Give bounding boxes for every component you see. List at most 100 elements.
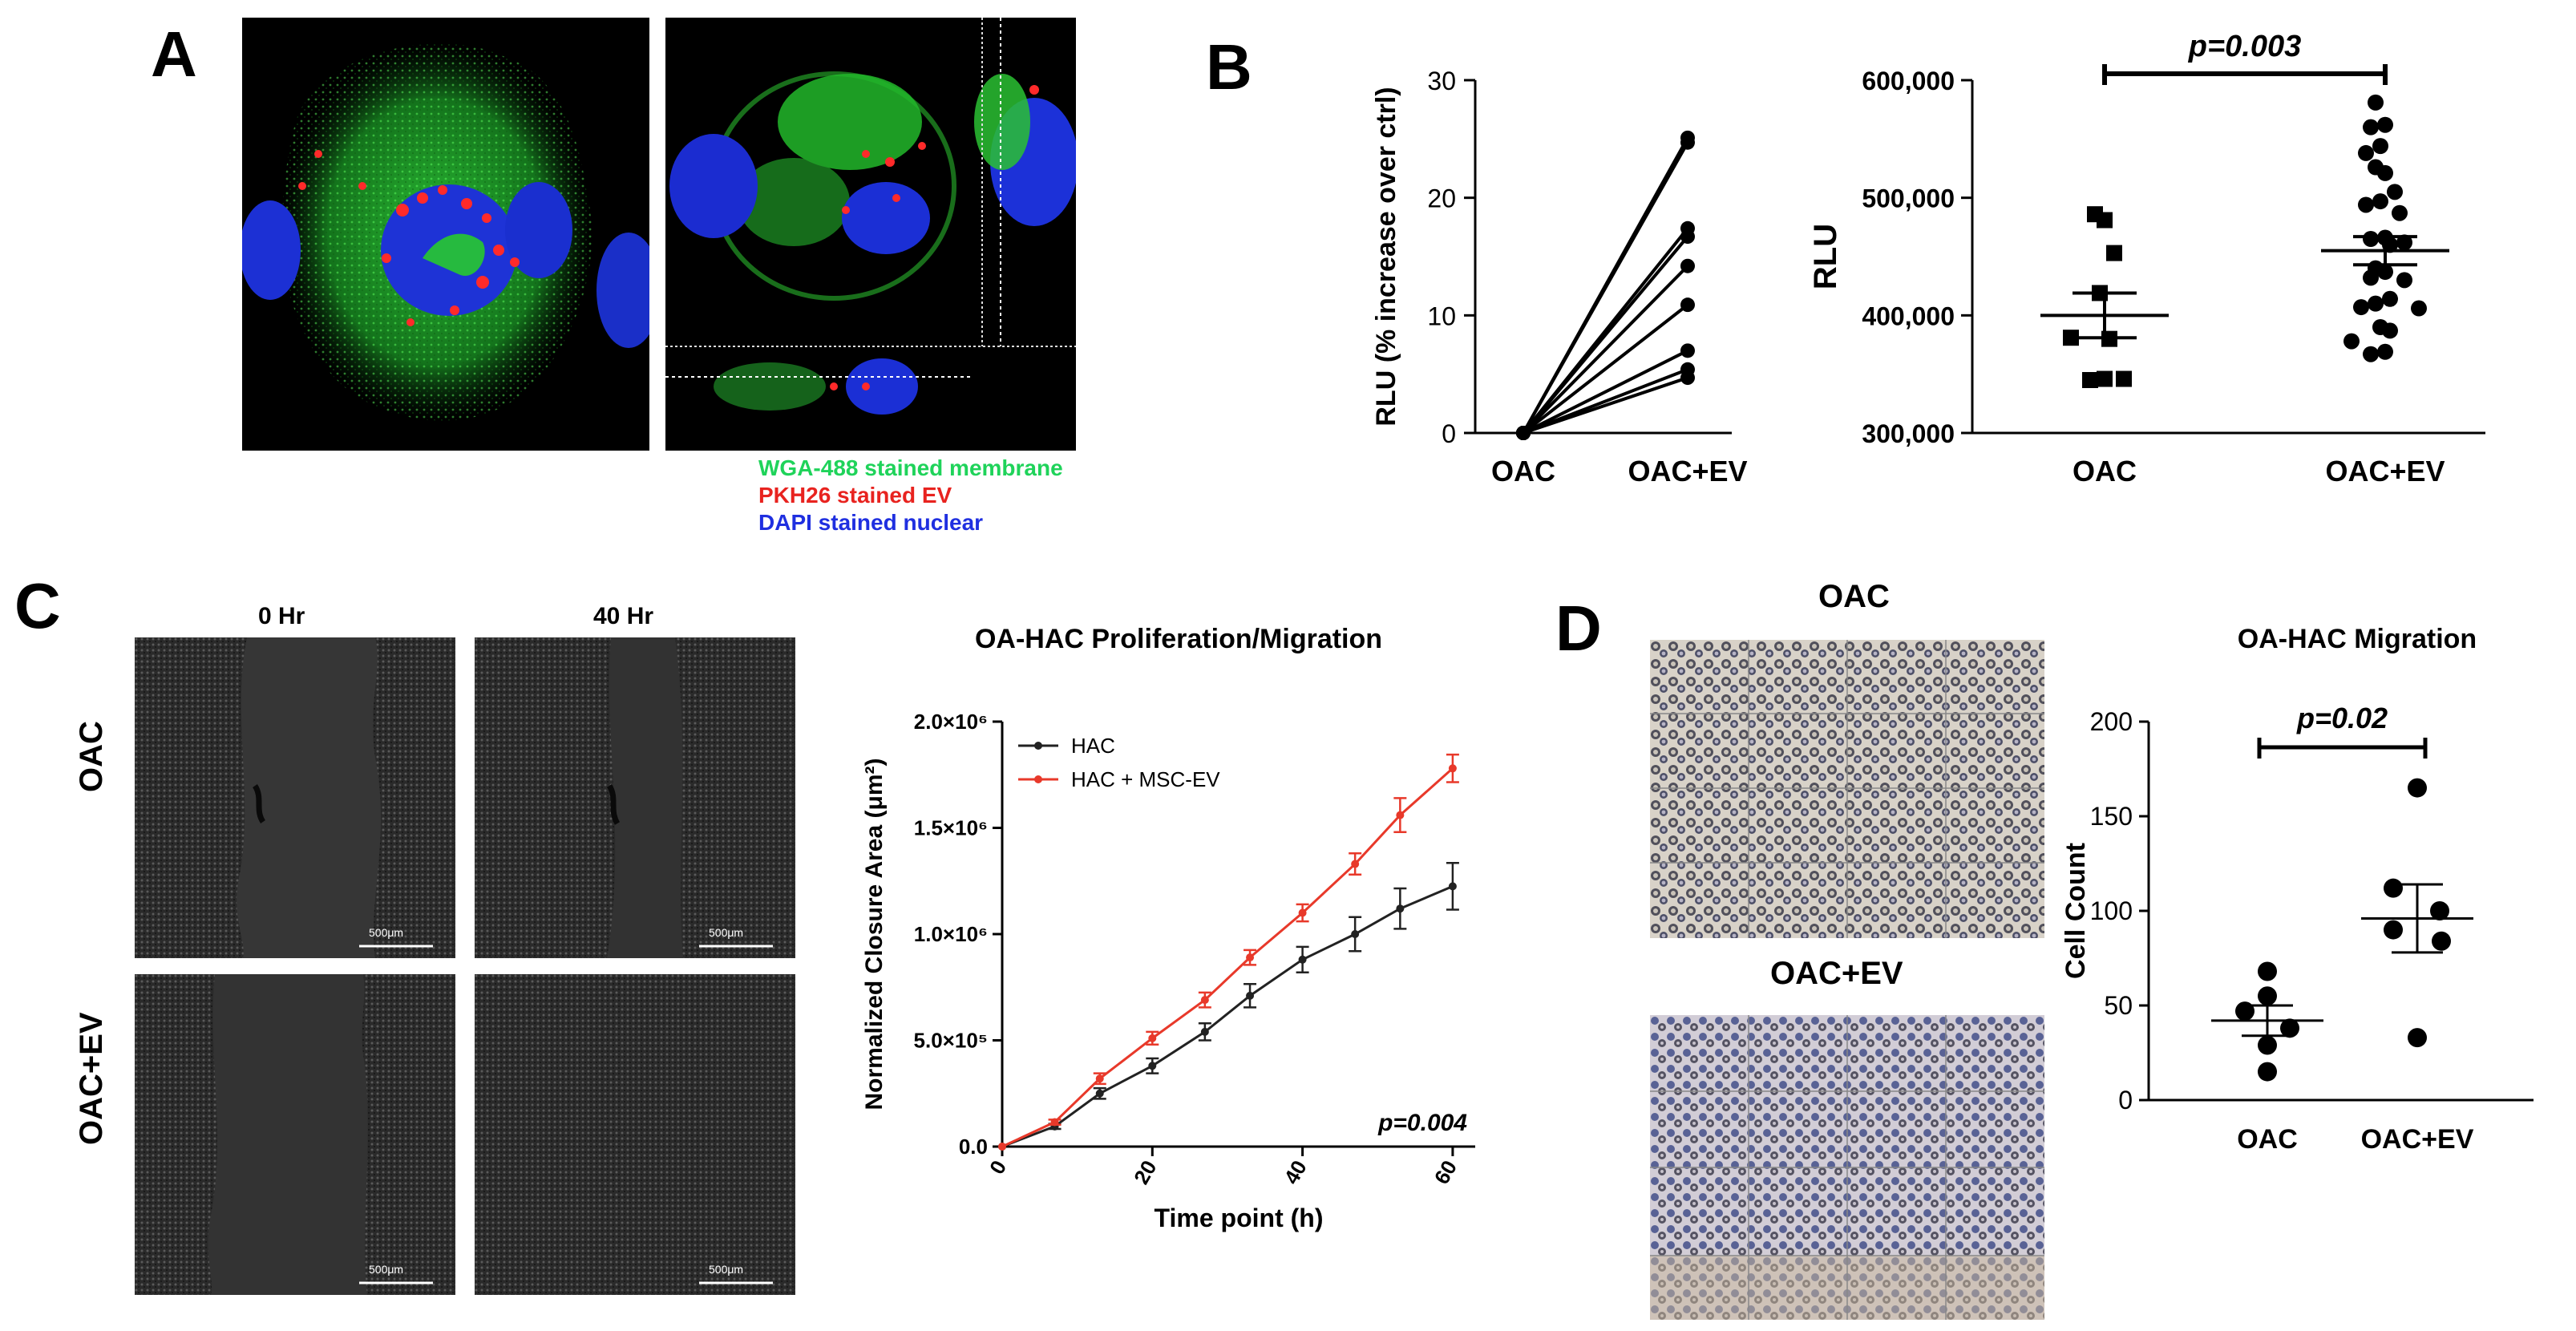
p-value: p=0.003	[2188, 30, 2302, 63]
data-point	[2258, 1035, 2277, 1055]
col-label-40hr: 40 Hr	[593, 603, 654, 629]
data-point	[2377, 116, 2393, 133]
row-label-oac-ev: OAC+EV	[74, 1012, 109, 1145]
pair-line	[1523, 376, 1688, 435]
y-tick-label: 150	[2090, 802, 2133, 831]
x-tick-label: 20	[1129, 1156, 1161, 1188]
scratch-image-oac-ev-0hr: 500μm	[135, 974, 455, 1295]
data-point	[2363, 346, 2379, 362]
y-tick-label: 200	[2090, 707, 2133, 736]
confocal-orthogonal-image	[665, 18, 1076, 451]
transwell-image-oac	[1650, 640, 2044, 938]
data-point	[1680, 297, 1695, 313]
data-point	[2063, 330, 2079, 346]
data-point	[2097, 212, 2113, 229]
data-point	[1680, 343, 1695, 358]
data-point	[1095, 1074, 1104, 1083]
y-tick-label: 100	[2090, 896, 2133, 925]
y-axis-label: RLU (% increase over ctrl)	[1371, 87, 1401, 426]
x-tick-label: OAC	[1491, 455, 1555, 487]
data-point	[2258, 961, 2277, 981]
transwell-image-oac-ev	[1650, 1015, 2044, 1320]
data-point	[1200, 996, 1209, 1005]
row-label-oac: OAC	[74, 721, 109, 792]
data-point	[2353, 299, 2369, 316]
series-line	[1001, 884, 1454, 1148]
data-point	[2280, 1018, 2299, 1038]
data-point	[2363, 119, 2379, 136]
y-tick-label: 2.0×10⁶	[914, 710, 988, 734]
data-point	[1516, 426, 1531, 440]
chart-rlu-percent: 0 10 20 30 OAC OAC+EV RLU (% increase over ctr…	[1371, 67, 1748, 487]
scale-bar-label: 500μm	[369, 1263, 404, 1276]
panel-letter-d: D	[1555, 593, 1602, 664]
data-point	[2372, 138, 2388, 155]
data-point	[998, 1143, 1006, 1151]
y-tick-label: 10	[1427, 301, 1456, 330]
data-point	[2432, 931, 2451, 951]
data-point	[2382, 322, 2398, 339]
data-point	[2116, 370, 2132, 387]
data-point	[1298, 955, 1307, 964]
chart-cell-count: OA-HAC Migration 0 50 100 150 200 Cell Count OA…	[2060, 624, 2534, 1155]
data-point	[1680, 258, 1695, 273]
legend-marker	[1034, 775, 1042, 783]
data-point	[1396, 904, 1405, 913]
panel-letter-c: C	[14, 570, 61, 641]
y-tick-label: 500,000	[1862, 184, 1955, 213]
data-point	[2387, 184, 2403, 200]
data-point	[1396, 811, 1405, 819]
y-axis-label: RLU	[1808, 224, 1843, 289]
data-point	[2411, 300, 2427, 317]
chart-title: OA-HAC Migration	[2238, 624, 2477, 654]
y-tick-label: 0	[2118, 1086, 2133, 1115]
data-point	[2408, 778, 2427, 798]
data-point	[1246, 991, 1255, 1000]
data-point	[2392, 204, 2408, 221]
col-label-0hr: 0 Hr	[258, 603, 305, 629]
data-point	[2372, 193, 2388, 210]
chart-rlu-scatter: 300,000 400,000 500,000 600,000 RLU OAC OAC+EV…	[1808, 30, 2485, 487]
x-tick-label: OAC+EV	[2361, 1124, 2474, 1155]
y-tick-label: 0	[1442, 419, 1456, 448]
data-point	[2343, 333, 2360, 350]
data-point	[2358, 144, 2374, 161]
data-point	[2097, 370, 2113, 387]
pair-line	[1523, 349, 1688, 435]
scratch-image-oac-ev-40hr: 500μm	[475, 974, 795, 1295]
scale-bar-label: 500μm	[709, 1263, 744, 1276]
legend-marker	[1034, 742, 1042, 750]
y-tick-label: 400,000	[1862, 301, 1955, 330]
data-point	[2377, 164, 2393, 181]
scratch-image-oac-0hr: 500μm	[135, 637, 455, 958]
data-point	[2358, 196, 2374, 213]
y-axis-label: Cell Count	[2060, 843, 2091, 979]
data-point	[1680, 229, 1695, 245]
data-point	[2384, 878, 2403, 898]
data-point	[1351, 930, 1360, 938]
data-point	[2258, 1062, 2277, 1082]
data-point	[2363, 231, 2379, 247]
legend-nuclear: DAPI stained nuclear	[758, 510, 984, 535]
x-tick-label: 0	[985, 1156, 1011, 1179]
data-point	[2377, 343, 2393, 360]
data-point	[1148, 1062, 1157, 1070]
data-point	[1200, 1027, 1209, 1036]
data-point	[1680, 135, 1695, 150]
pair-line	[1522, 265, 1689, 435]
data-point	[2368, 295, 2384, 312]
panel-letter-a: A	[151, 18, 197, 90]
y-tick-label: 5.0×10⁵	[914, 1029, 988, 1053]
confocal-cell-image	[242, 18, 649, 451]
chart-title: OA-HAC Proliferation/Migration	[975, 624, 1382, 654]
legend-ev: PKH26 stained EV	[758, 483, 952, 508]
y-tick-label: 0.0	[959, 1135, 988, 1159]
img-label-oac-ev: OAC+EV	[1770, 956, 1903, 991]
pair-line	[1522, 141, 1689, 434]
x-axis-label: Time point (h)	[1155, 1204, 1324, 1232]
data-point	[1246, 953, 1255, 962]
y-tick-label: 1.5×10⁶	[914, 816, 988, 840]
data-point	[1351, 860, 1360, 868]
x-tick-label: OAC	[2237, 1124, 2298, 1155]
x-tick-label: OAC+EV	[2325, 455, 2445, 487]
